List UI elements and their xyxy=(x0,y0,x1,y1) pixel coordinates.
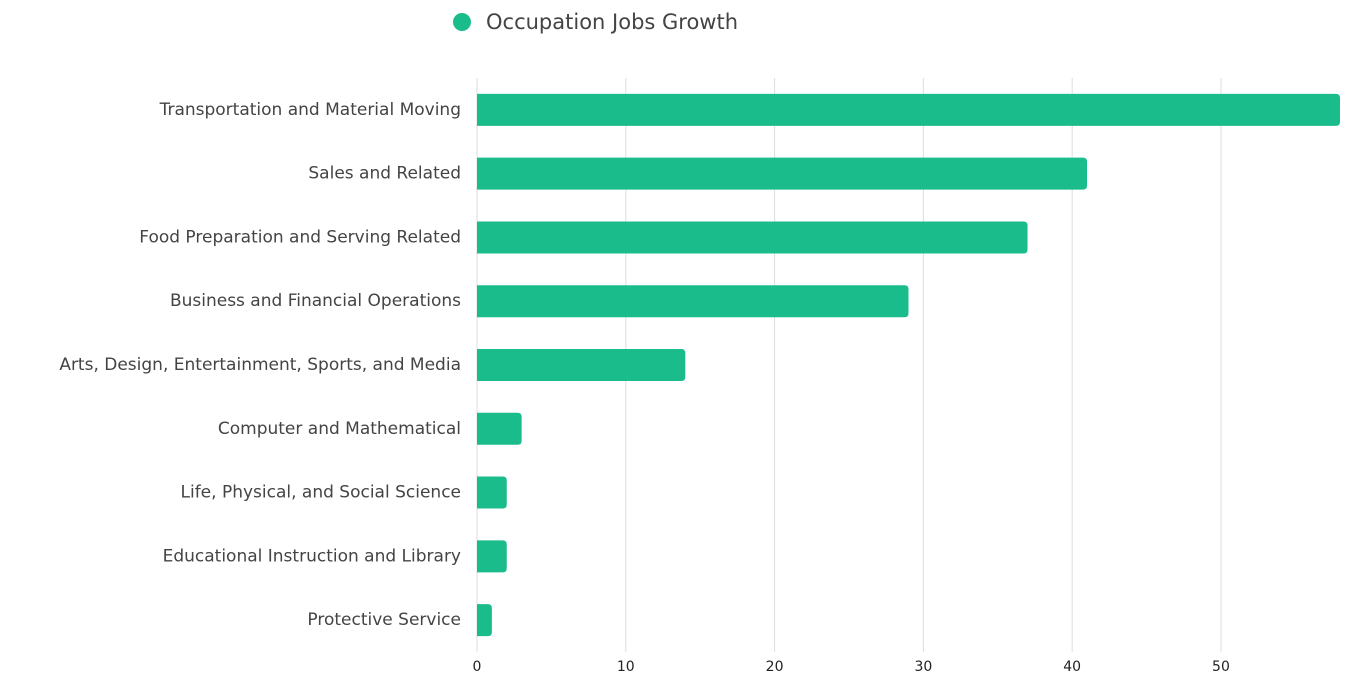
y-tick-label: Sales and Related xyxy=(308,164,461,184)
y-tick-label: Business and Financial Operations xyxy=(170,291,461,311)
bar xyxy=(477,285,909,318)
legend-swatch xyxy=(453,13,471,31)
bar xyxy=(477,476,507,509)
x-tick-label: 40 xyxy=(1063,659,1081,675)
y-tick-label: Computer and Mathematical xyxy=(218,419,461,439)
y-tick-label: Life, Physical, and Social Science xyxy=(181,483,462,503)
y-tick-label: Food Preparation and Serving Related xyxy=(139,227,461,247)
x-tick-label: 30 xyxy=(914,659,932,675)
bar xyxy=(477,349,686,381)
x-tick-label: 0 xyxy=(473,659,482,675)
y-tick-label: Arts, Design, Entertainment, Sports, and… xyxy=(59,355,461,375)
x-tick-label: 50 xyxy=(1212,659,1230,675)
bar xyxy=(477,157,1088,190)
y-tick-label: Transportation and Material Moving xyxy=(159,100,461,120)
x-tick-label: 10 xyxy=(617,659,635,675)
bar xyxy=(477,412,522,445)
bar xyxy=(477,540,507,573)
bar xyxy=(477,93,1340,126)
bar xyxy=(477,221,1028,254)
y-tick-label: Educational Instruction and Library xyxy=(163,546,461,566)
x-tick-label: 20 xyxy=(766,659,784,675)
y-tick-label: Protective Service xyxy=(307,610,461,630)
legend-label: Occupation Jobs Growth xyxy=(486,10,738,34)
bar xyxy=(477,604,492,637)
